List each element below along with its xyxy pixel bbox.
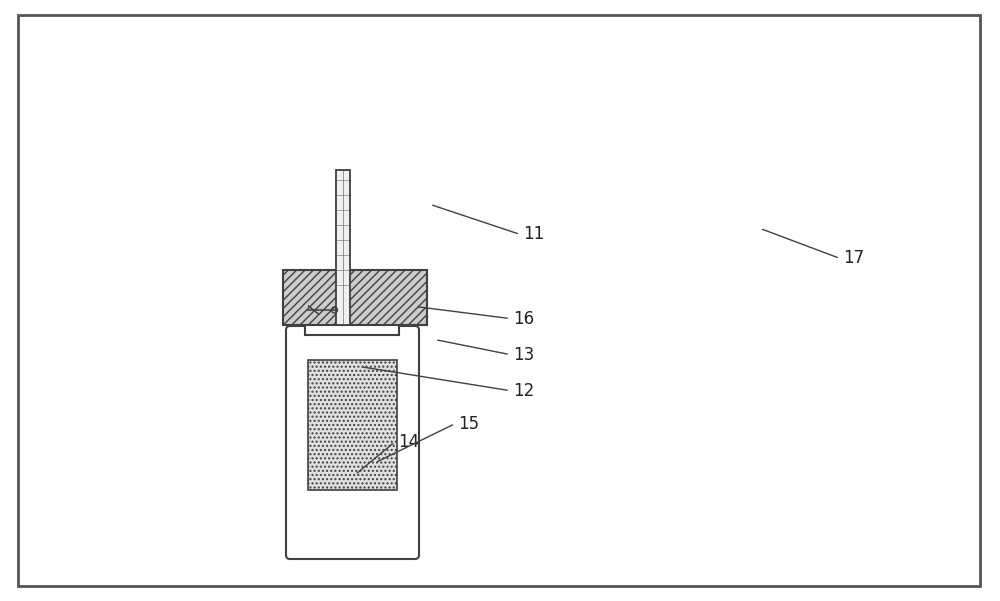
Text: 16: 16: [513, 310, 534, 328]
Text: 17: 17: [843, 249, 864, 267]
Text: 13: 13: [513, 346, 534, 364]
Bar: [336, 170, 350, 325]
Text: 12: 12: [513, 382, 534, 400]
Bar: [283, 270, 427, 325]
Bar: [305, 300, 399, 335]
Bar: [308, 360, 397, 490]
FancyBboxPatch shape: [286, 326, 419, 559]
Text: 11: 11: [523, 225, 544, 243]
Text: 14: 14: [398, 433, 419, 451]
Text: 15: 15: [458, 415, 479, 433]
